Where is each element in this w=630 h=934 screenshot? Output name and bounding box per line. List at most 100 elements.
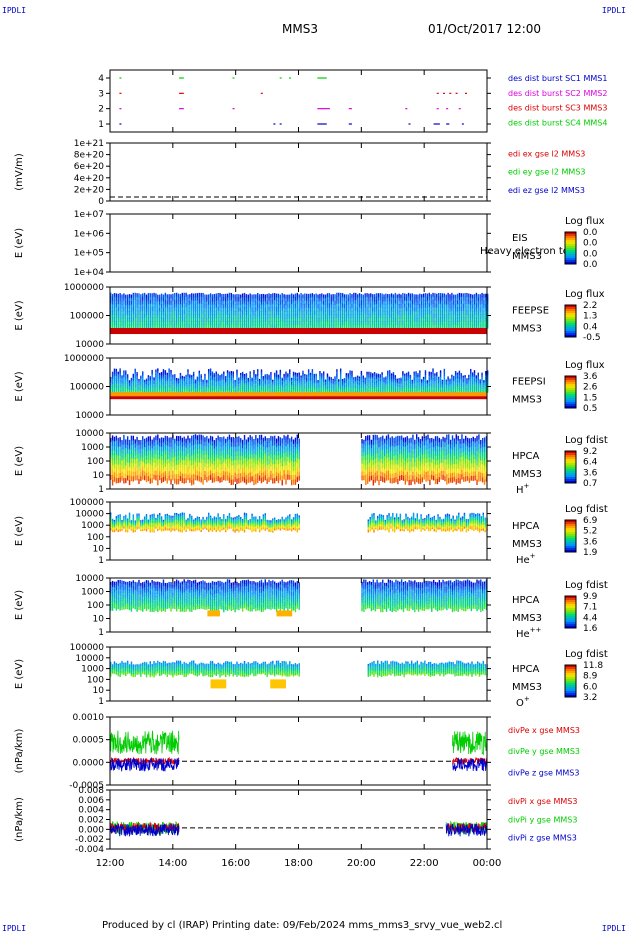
spectro-cell xyxy=(277,300,280,305)
spectro-cell xyxy=(396,294,398,299)
spectro-cell xyxy=(294,372,297,376)
spectro-cell xyxy=(464,381,466,385)
spectro-cell xyxy=(228,371,231,375)
spectro-cell xyxy=(183,384,185,387)
spectro-cell xyxy=(377,321,380,326)
spectro-cell xyxy=(294,307,297,312)
spectro-cell xyxy=(258,380,261,383)
spectro-cell xyxy=(119,377,121,381)
spectro-cell xyxy=(253,324,255,329)
spectro-cell xyxy=(160,376,163,379)
spectro-cell xyxy=(183,473,185,480)
spectro-cell xyxy=(168,462,170,468)
spectro-cell xyxy=(458,383,461,387)
spectro-cell xyxy=(206,382,208,385)
spectro-cell xyxy=(157,459,159,466)
spectro-cell xyxy=(147,471,150,477)
spectro-cell xyxy=(296,390,299,393)
spectro-cell xyxy=(471,384,474,387)
spectro-cell xyxy=(407,310,410,315)
spectro-cell xyxy=(134,306,136,312)
colorbar-swatch xyxy=(565,406,576,409)
spectro-cell xyxy=(302,297,304,302)
spectro-cell xyxy=(304,317,306,322)
spectro-cell xyxy=(241,377,244,381)
spectro-cell xyxy=(168,387,170,391)
spectro-cell xyxy=(421,300,423,305)
spectro-cell xyxy=(160,321,163,326)
spectro-cell xyxy=(159,458,161,464)
spectro-cell xyxy=(258,317,261,322)
spectro-cell xyxy=(110,310,112,315)
spectro-cell xyxy=(224,438,227,444)
spectro-cell xyxy=(375,324,378,329)
spectro-cell xyxy=(426,388,429,391)
spectro-cell xyxy=(236,446,238,452)
spectro-cell xyxy=(304,296,306,301)
spectro-cell xyxy=(264,314,266,319)
spectro-cell xyxy=(119,464,121,470)
spectro-cell xyxy=(332,382,334,385)
spectro-cell xyxy=(183,310,185,315)
spectro-cell xyxy=(192,324,195,329)
spectro-cell xyxy=(208,378,210,382)
spectro-cell xyxy=(402,373,404,376)
spectro-cell xyxy=(113,368,116,372)
spectro-cell xyxy=(262,307,265,312)
spectro-cell xyxy=(304,384,306,388)
spectro-cell xyxy=(185,385,187,388)
spectro-cell xyxy=(360,390,363,393)
spectro-cell xyxy=(130,440,133,446)
spectro-cell xyxy=(475,292,478,297)
spectro-cell xyxy=(426,300,429,305)
spectro-cell xyxy=(475,317,478,322)
spectro-cell xyxy=(221,304,223,309)
spectro-cell xyxy=(279,369,282,373)
spectro-cell xyxy=(323,375,325,379)
spectro-cell xyxy=(392,304,395,309)
spectro-cell xyxy=(157,314,159,319)
spectro-cell xyxy=(473,376,476,380)
spectro-cell xyxy=(208,311,210,316)
spectro-cell xyxy=(121,440,123,445)
spectro-cell xyxy=(315,321,317,326)
spectro-cell xyxy=(211,463,214,470)
spectro-cell xyxy=(140,297,142,302)
spectro-cell xyxy=(466,385,468,388)
spectro-cell xyxy=(247,301,250,306)
spectro-cell xyxy=(390,380,393,384)
spectro-cell xyxy=(253,314,255,319)
spectro-cell xyxy=(477,384,479,387)
spectro-cell xyxy=(390,378,393,382)
spectro-cell xyxy=(145,297,148,302)
spectro-cell xyxy=(381,376,383,379)
spectro-cell xyxy=(268,307,270,312)
spectro-cell xyxy=(364,293,366,298)
spectro-cell xyxy=(181,299,184,304)
spectro-cell xyxy=(443,387,446,391)
spectro-cell xyxy=(428,303,430,308)
spectro-cell xyxy=(128,439,131,445)
spectro-cell xyxy=(454,324,457,329)
spectro-cell xyxy=(140,324,142,329)
spectro-cell xyxy=(404,317,406,322)
spectro-cell xyxy=(249,377,251,381)
spectro-cell xyxy=(241,300,244,305)
spectro-cell xyxy=(341,380,344,383)
spectro-cell xyxy=(388,378,391,382)
spectro-cell xyxy=(145,385,148,388)
spectro-cell xyxy=(228,467,231,474)
spectro-cell xyxy=(445,390,447,393)
spectro-cell xyxy=(451,317,453,322)
spectro-cell xyxy=(343,301,346,305)
spectro-cell xyxy=(313,383,315,386)
spectro-cell xyxy=(119,446,121,452)
spectro-cell xyxy=(415,388,417,391)
spectro-cell xyxy=(421,321,423,326)
spectro-cell xyxy=(119,441,121,447)
spectro-cell xyxy=(119,437,121,443)
spectro-cell xyxy=(166,304,168,309)
spectro-cell xyxy=(464,390,466,393)
spectro-cell xyxy=(309,382,312,386)
spectro-cell xyxy=(407,324,410,329)
